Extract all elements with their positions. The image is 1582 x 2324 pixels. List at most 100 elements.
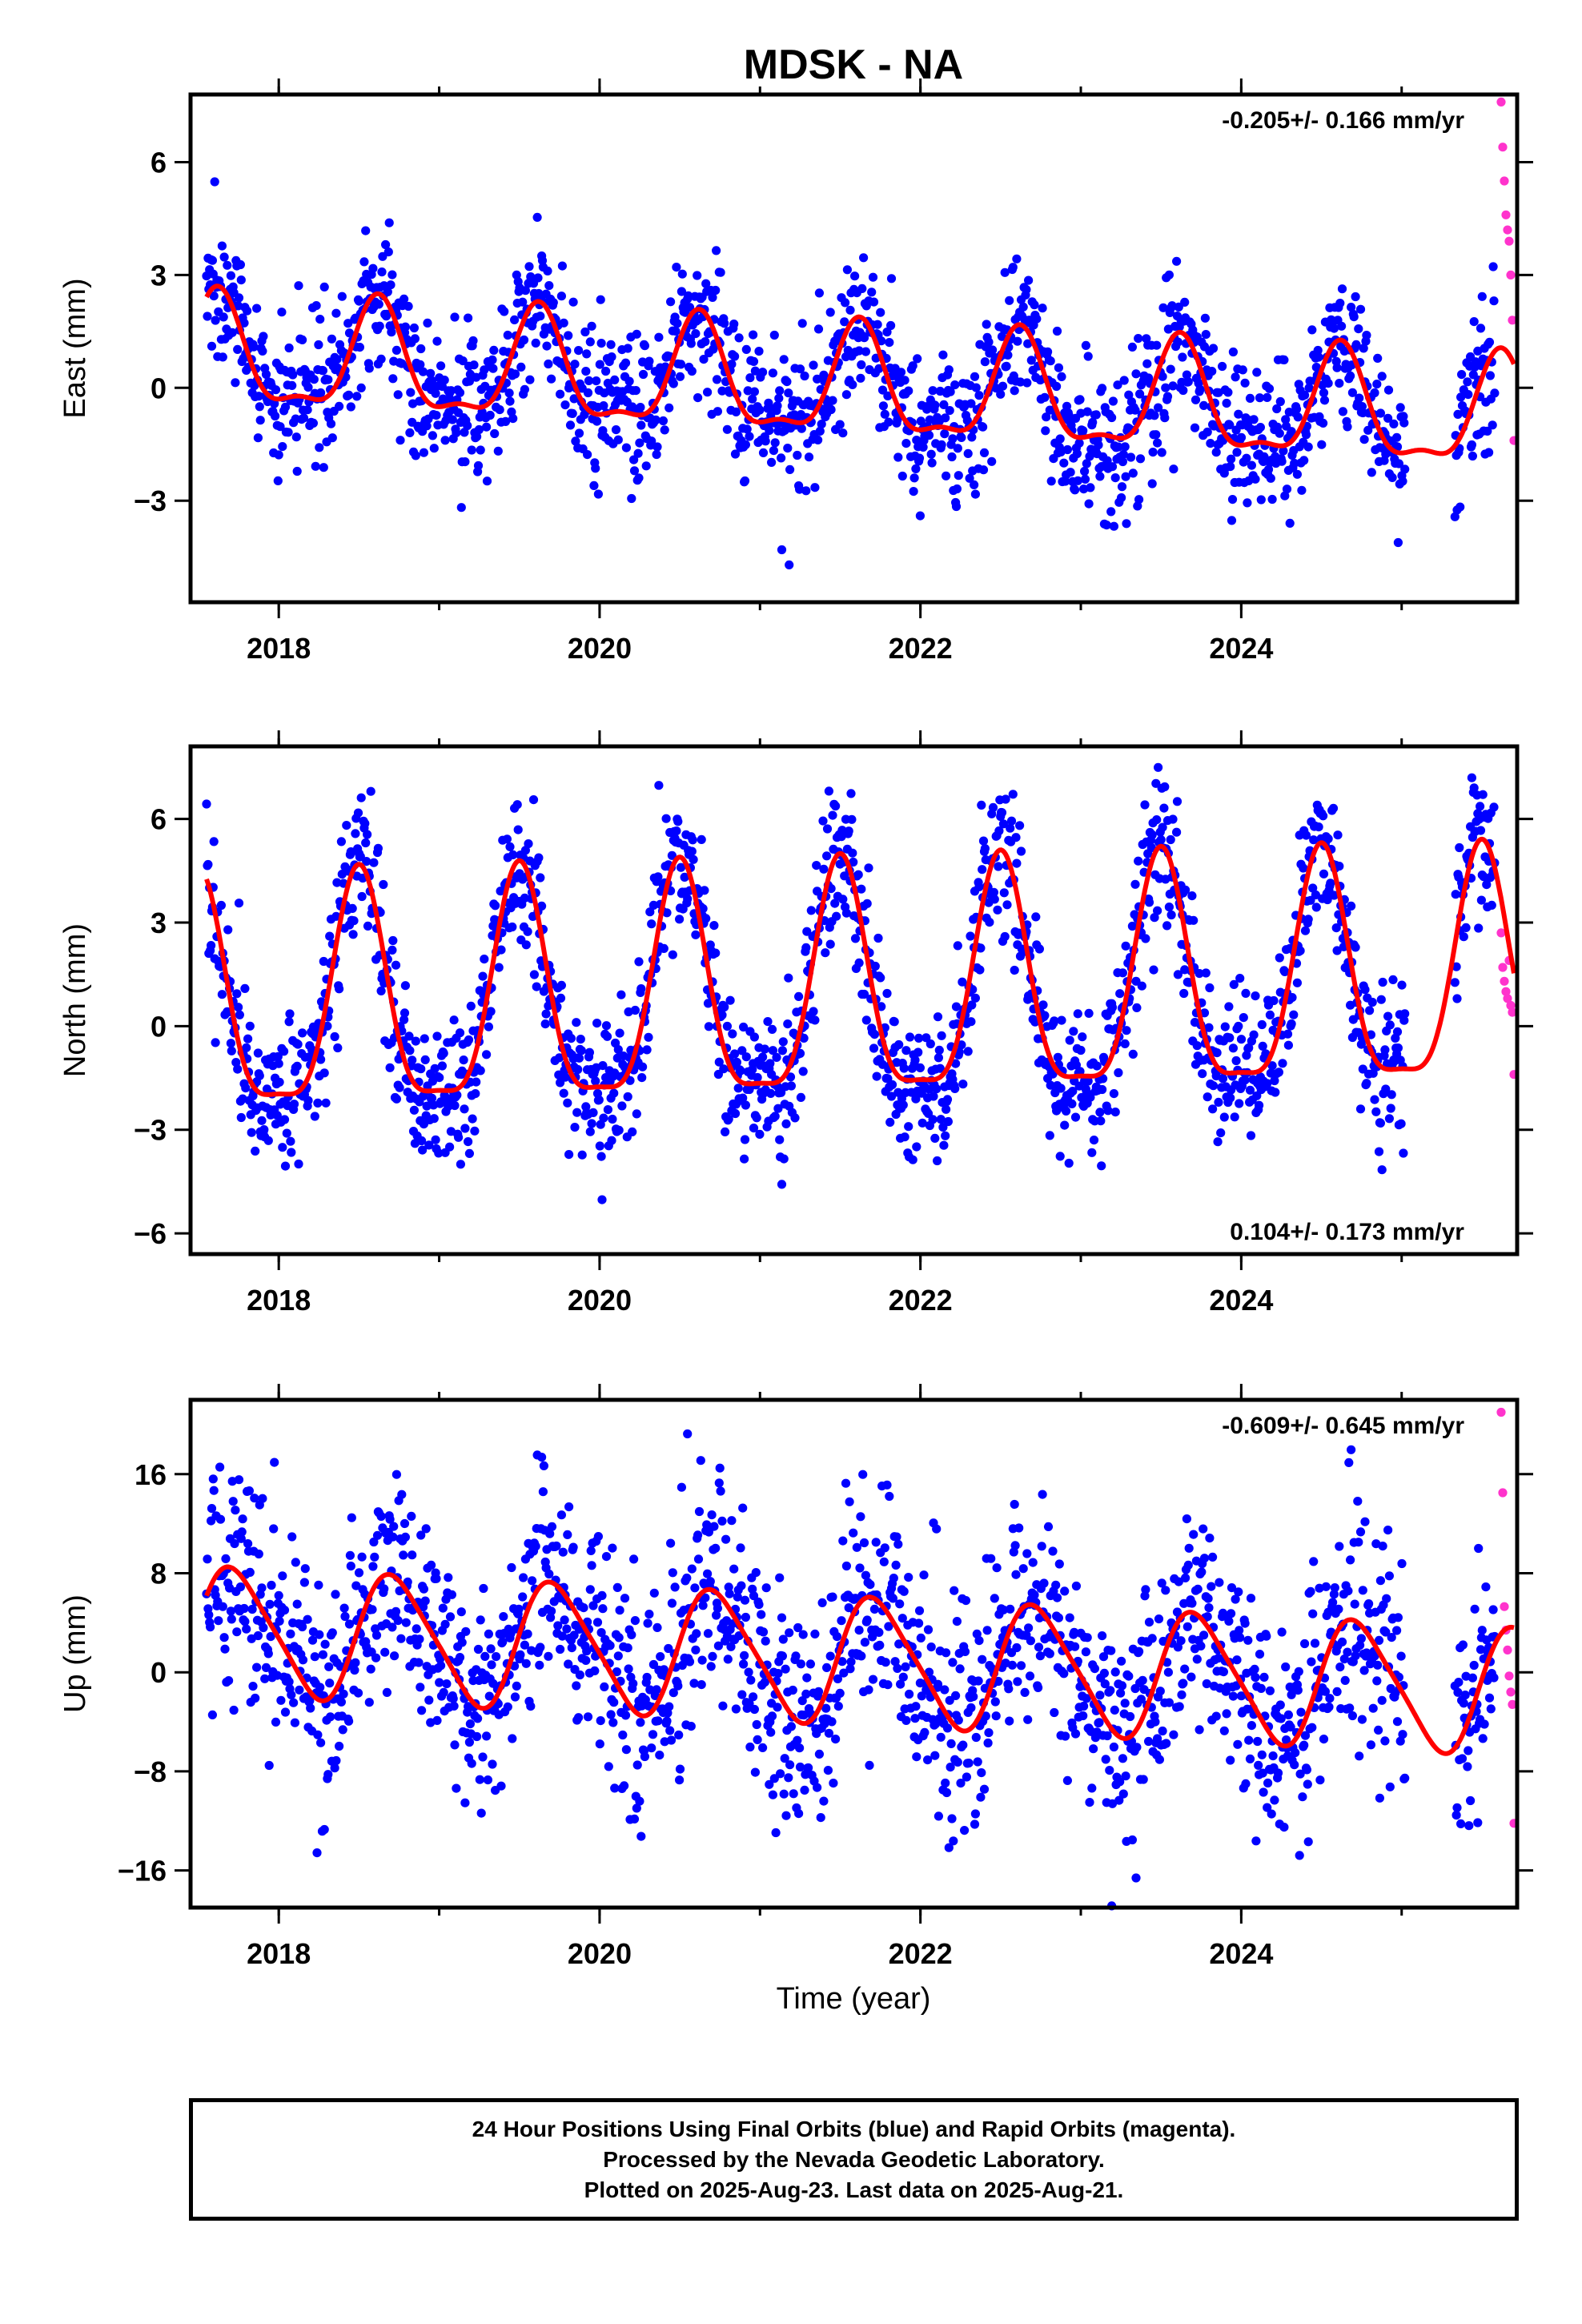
east-final-point xyxy=(749,356,759,366)
up-final-point xyxy=(982,1626,992,1635)
east-final-point xyxy=(814,288,824,298)
up-final-point xyxy=(1116,1688,1126,1698)
east-final-point xyxy=(383,287,392,296)
east-final-point xyxy=(947,452,957,462)
north-final-point xyxy=(454,1132,464,1142)
north-final-point xyxy=(1314,822,1323,832)
north-final-point xyxy=(632,1109,641,1119)
east-final-point xyxy=(641,461,651,471)
up-final-point xyxy=(789,1789,798,1799)
up-final-point xyxy=(1195,1725,1204,1735)
east-final-point xyxy=(758,368,768,377)
east-final-point xyxy=(982,320,991,329)
up-final-point xyxy=(432,1574,441,1583)
east-final-point xyxy=(978,465,989,475)
north-final-point xyxy=(798,1067,808,1076)
north-final-point xyxy=(928,1115,938,1124)
up-final-point xyxy=(564,1502,574,1512)
north-final-point xyxy=(524,839,533,849)
up-final-point xyxy=(649,1588,659,1598)
east-final-point xyxy=(1293,412,1303,422)
east-final-point xyxy=(840,317,849,327)
north-final-point xyxy=(536,873,545,883)
up-final-point xyxy=(276,1695,286,1705)
north-final-point xyxy=(1045,1131,1054,1140)
north-final-point xyxy=(724,1114,733,1124)
up-final-point xyxy=(574,1713,584,1723)
east-final-point xyxy=(1081,340,1090,350)
east-final-point xyxy=(1275,396,1285,407)
up-final-point xyxy=(449,1701,459,1711)
up-final-point xyxy=(1144,1618,1154,1627)
north-final-point xyxy=(202,799,211,809)
east-final-point xyxy=(1082,407,1092,416)
east-final-point xyxy=(810,483,820,493)
east-final-point xyxy=(346,402,355,412)
north-final-point xyxy=(911,1094,921,1104)
north-final-point xyxy=(247,1128,256,1137)
up-final-point xyxy=(1215,1578,1224,1587)
up-final-point xyxy=(397,1490,407,1499)
up-final-point xyxy=(274,1590,283,1600)
north-final-point xyxy=(385,1063,395,1072)
north-final-point xyxy=(943,1116,953,1127)
north-final-point xyxy=(978,836,989,846)
north-final-point xyxy=(859,989,869,999)
up-final-point xyxy=(1078,1711,1088,1721)
up-final-point xyxy=(1124,1671,1134,1681)
up-final-point xyxy=(298,1622,307,1632)
up-final-point xyxy=(652,1622,662,1632)
up-final-point xyxy=(1257,1750,1267,1759)
up-final-point xyxy=(665,1702,674,1711)
east-final-point xyxy=(878,401,888,411)
east-final-point xyxy=(1351,292,1360,302)
east-final-point xyxy=(640,341,650,351)
east-final-point xyxy=(1488,262,1498,271)
up-final-point xyxy=(1183,1560,1193,1570)
north-final-point xyxy=(1156,835,1166,845)
east-final-point xyxy=(779,355,789,364)
up-final-point xyxy=(327,1628,337,1638)
north-final-point xyxy=(680,872,689,882)
up-final-point xyxy=(1118,1754,1127,1763)
east-final-point xyxy=(261,369,271,380)
up-final-point xyxy=(1138,1775,1148,1784)
east-final-point xyxy=(458,356,468,366)
up-final-point xyxy=(229,1705,239,1715)
up-final-point xyxy=(472,1731,482,1742)
east-final-point xyxy=(1000,267,1010,277)
up-final-point xyxy=(1244,1735,1254,1745)
up-final-point xyxy=(675,1764,685,1774)
north-final-point xyxy=(1107,1003,1118,1012)
up-final-point xyxy=(1245,1754,1255,1763)
east-final-point xyxy=(1227,495,1238,505)
north-final-point xyxy=(388,935,398,946)
up-final-point xyxy=(442,1679,452,1689)
east-final-point xyxy=(218,352,227,362)
east-final-point xyxy=(1078,426,1088,436)
up-final-point xyxy=(761,1583,771,1593)
north-final-point xyxy=(908,1155,917,1164)
east-final-point xyxy=(1285,518,1295,529)
east-final-point xyxy=(326,419,336,428)
north-final-point xyxy=(480,955,489,964)
north-final-point xyxy=(484,1022,494,1031)
north-y-tick-label: 6 xyxy=(151,803,167,836)
east-final-point xyxy=(452,428,461,438)
up-final-point xyxy=(424,1695,434,1705)
north-final-point xyxy=(766,1088,776,1098)
east-final-point xyxy=(460,457,470,467)
east-final-point xyxy=(1354,324,1363,334)
east-final-point xyxy=(271,411,280,421)
north-final-point xyxy=(464,1035,474,1045)
up-final-point xyxy=(391,1606,401,1616)
up-final-point xyxy=(990,1594,999,1603)
east-final-point xyxy=(254,392,263,401)
north-final-point xyxy=(864,863,873,873)
up-final-point xyxy=(339,1603,349,1613)
east-final-point xyxy=(510,369,520,379)
up-final-point xyxy=(376,1511,386,1522)
up-final-point xyxy=(788,1685,797,1695)
east-final-point xyxy=(488,364,498,373)
north-final-point xyxy=(1008,790,1018,799)
